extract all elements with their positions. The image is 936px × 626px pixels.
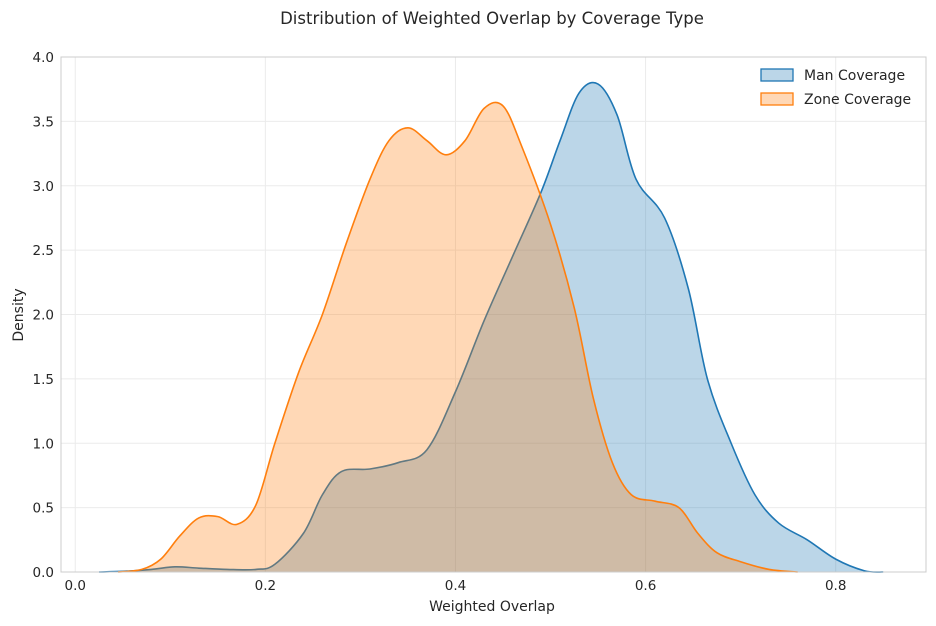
- y-tick-label: 3.0: [33, 179, 54, 195]
- y-axis-ticks: 0.0 0.5 1.0 1.5 2.0 2.5 3.0 3.5 4.0: [33, 50, 54, 581]
- y-tick-label: 0.5: [33, 501, 54, 517]
- man-coverage-area: [99, 82, 884, 573]
- x-tick-label: 0.4: [445, 578, 466, 594]
- legend-item-man-coverage: Man Coverage: [760, 68, 905, 84]
- y-tick-label: 1.5: [33, 372, 54, 388]
- legend: Man Coverage Zone Coverage: [760, 68, 911, 108]
- x-tick-label: 0.8: [825, 578, 846, 594]
- x-axis-ticks: 0.0 0.2 0.4 0.6 0.8: [65, 578, 847, 594]
- y-axis-label: Density: [11, 288, 27, 341]
- x-tick-label: 0.0: [65, 578, 86, 594]
- zone-coverage-line: [117, 101, 798, 573]
- density-areas: [98, 81, 884, 573]
- x-tick-label: 0.6: [635, 578, 656, 594]
- legend-label: Zone Coverage: [804, 92, 911, 108]
- x-tick-label: 0.2: [255, 578, 276, 594]
- legend-swatch: [760, 68, 794, 82]
- zone-coverage-area: [118, 102, 798, 573]
- y-tick-label: 1.0: [33, 436, 54, 452]
- y-tick-label: 2.5: [33, 243, 54, 259]
- legend-swatch: [760, 92, 794, 106]
- y-tick-label: 2.0: [33, 308, 54, 324]
- legend-label: Man Coverage: [804, 68, 905, 84]
- y-tick-label: 0.0: [33, 565, 54, 581]
- chart-title: Distribution of Weighted Overlap by Cove…: [280, 9, 704, 28]
- legend-item-zone-coverage: Zone Coverage: [760, 92, 911, 108]
- man-coverage-line: [98, 81, 884, 573]
- y-tick-label: 4.0: [33, 50, 54, 66]
- y-tick-label: 3.5: [33, 114, 54, 130]
- x-axis-label: Weighted Overlap: [429, 599, 555, 615]
- plot-frame: [60, 56, 927, 573]
